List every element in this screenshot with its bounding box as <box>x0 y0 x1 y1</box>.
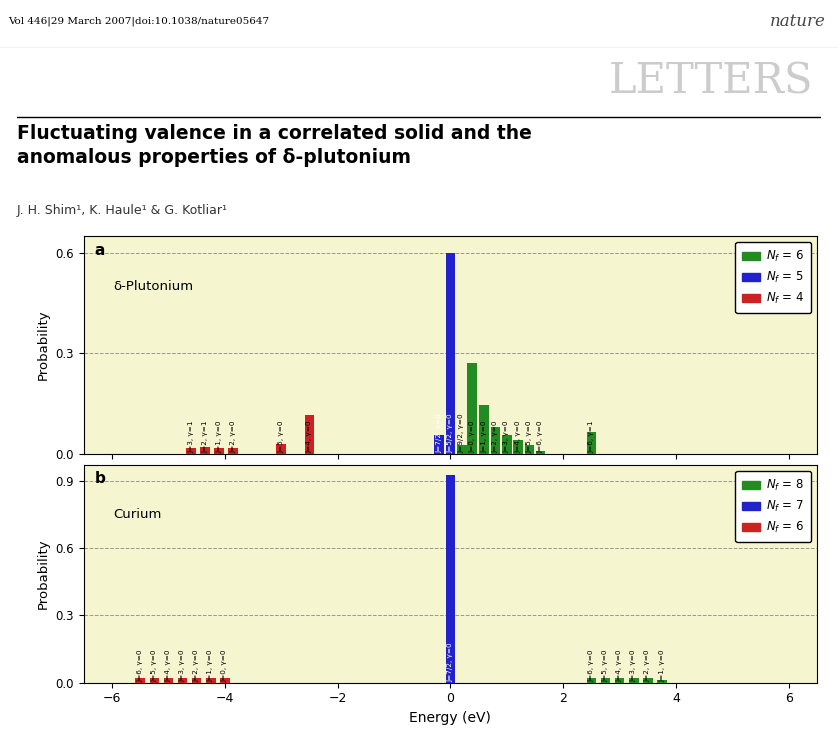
Text: J=1, γ=0: J=1, γ=0 <box>481 421 487 453</box>
Text: J=4, γ=0: J=4, γ=0 <box>617 649 623 682</box>
Bar <box>467 363 477 454</box>
Text: J=2, γ=1: J=2, γ=1 <box>202 421 208 453</box>
Bar <box>514 441 523 454</box>
Text: J=5, γ=0: J=5, γ=0 <box>526 421 532 453</box>
Text: J=0, γ=0: J=0, γ=0 <box>222 649 228 682</box>
Text: J=7/2, γ=0: J=7/2, γ=0 <box>436 413 442 453</box>
Bar <box>192 677 201 683</box>
Text: J=1, γ=0: J=1, γ=0 <box>659 649 665 682</box>
Text: J=5/2, γ=0: J=5/2, γ=0 <box>447 413 453 453</box>
Text: J=6, γ=1: J=6, γ=1 <box>588 421 594 453</box>
Text: J=7/2, γ=0: J=7/2, γ=0 <box>447 643 453 682</box>
Bar <box>479 405 489 454</box>
Text: b: b <box>95 472 106 486</box>
Bar <box>206 677 215 683</box>
Text: J=6, γ=0: J=6, γ=0 <box>538 421 544 453</box>
Text: J=5, γ=0: J=5, γ=0 <box>152 649 158 682</box>
Text: Curium: Curium <box>113 508 162 522</box>
Text: J. H. Shim¹, K. Haule¹ & G. Kotliar¹: J. H. Shim¹, K. Haule¹ & G. Kotliar¹ <box>17 204 228 217</box>
Text: J=1, γ=0: J=1, γ=0 <box>216 421 222 453</box>
Bar <box>229 448 238 454</box>
Bar <box>149 677 159 683</box>
Bar <box>601 677 610 683</box>
Bar <box>491 427 500 454</box>
Bar <box>277 444 286 454</box>
Bar <box>186 448 196 454</box>
Bar <box>220 677 230 683</box>
Text: J=2, γ=0: J=2, γ=0 <box>493 421 499 453</box>
Text: J=5, γ=0: J=5, γ=0 <box>278 421 284 453</box>
Text: nature: nature <box>769 13 825 30</box>
Bar <box>587 677 596 683</box>
Text: J=5, γ=0: J=5, γ=0 <box>603 649 608 682</box>
Text: J=3, γ=0: J=3, γ=0 <box>504 421 510 453</box>
Legend: $N_f$ = 8, $N_f$ = 7, $N_f$ = 6: $N_f$ = 8, $N_f$ = 7, $N_f$ = 6 <box>735 471 811 542</box>
Bar <box>525 446 534 454</box>
Text: J=4, γ=0: J=4, γ=0 <box>307 421 313 453</box>
Bar <box>643 677 653 683</box>
Bar <box>629 677 639 683</box>
Bar <box>535 450 546 454</box>
Text: J=2, γ=0: J=2, γ=0 <box>644 649 651 682</box>
Text: J=4, γ=0: J=4, γ=0 <box>515 421 521 453</box>
Bar <box>502 435 512 454</box>
Text: J=3, γ=0: J=3, γ=0 <box>179 649 185 682</box>
Text: J=3, γ=0: J=3, γ=0 <box>631 649 637 682</box>
Text: J=9/2, γ=0: J=9/2, γ=0 <box>458 413 465 453</box>
Text: J=3, γ=1: J=3, γ=1 <box>188 421 194 453</box>
Bar <box>305 415 314 454</box>
Bar <box>587 432 596 454</box>
Bar <box>615 677 624 683</box>
Bar <box>657 680 667 683</box>
Text: J=6, γ=0: J=6, γ=0 <box>137 649 143 682</box>
Bar <box>163 677 173 683</box>
Bar <box>215 448 224 454</box>
Text: J=2, γ=0: J=2, γ=0 <box>230 421 236 453</box>
Text: LETTERS: LETTERS <box>608 61 813 102</box>
Text: a: a <box>95 243 106 258</box>
Text: δ-Plutonium: δ-Plutonium <box>113 280 194 293</box>
Bar <box>178 677 188 683</box>
Bar <box>446 475 455 683</box>
Text: Vol 446|29 March 2007|doi:10.1038/nature05647: Vol 446|29 March 2007|doi:10.1038/nature… <box>8 17 270 27</box>
Y-axis label: Probability: Probability <box>37 539 50 609</box>
Legend: $N_f$ = 6, $N_f$ = 5, $N_f$ = 4: $N_f$ = 6, $N_f$ = 5, $N_f$ = 4 <box>735 242 811 314</box>
Bar <box>457 446 467 454</box>
Text: J=2, γ=0: J=2, γ=0 <box>194 649 199 682</box>
Text: J=1, γ=0: J=1, γ=0 <box>208 649 214 682</box>
Bar <box>136 677 145 683</box>
Bar <box>446 253 455 454</box>
Bar <box>200 447 210 454</box>
Bar <box>434 435 444 454</box>
Text: J=0, γ=0: J=0, γ=0 <box>468 421 475 453</box>
Text: J=4, γ=0: J=4, γ=0 <box>165 649 172 682</box>
Y-axis label: Probability: Probability <box>37 310 50 380</box>
Text: Fluctuating valence in a correlated solid and the
anomalous properties of δ-plut: Fluctuating valence in a correlated soli… <box>17 124 531 167</box>
X-axis label: Energy (eV): Energy (eV) <box>410 711 491 725</box>
Text: J=6, γ=0: J=6, γ=0 <box>588 649 594 682</box>
